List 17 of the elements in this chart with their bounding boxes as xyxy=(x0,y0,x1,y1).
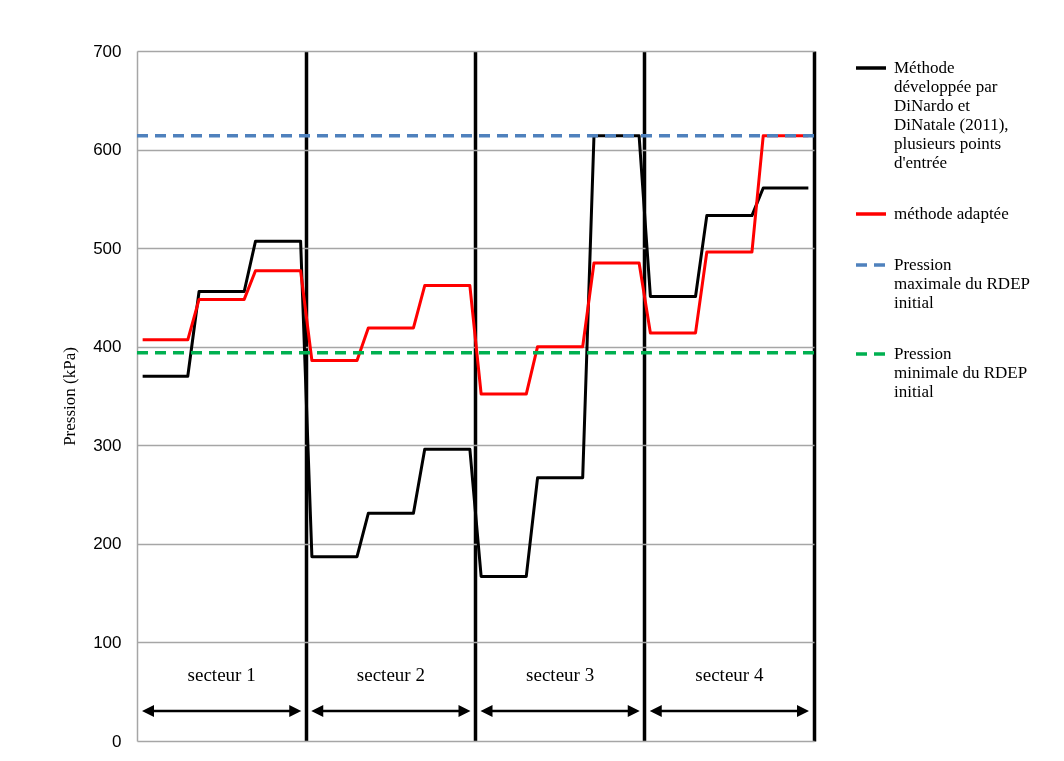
legend-label: Pression maximale du RDEP initial xyxy=(894,255,1030,312)
legend-label: méthode adaptée xyxy=(894,204,1009,223)
legend-label: Pression minimale du RDEP initial xyxy=(894,344,1028,401)
annotation: secteur 3 xyxy=(526,664,595,685)
annotation: secteur 2 xyxy=(356,664,425,685)
y-tick-label: 400 xyxy=(93,337,122,357)
y-tick-label: 200 xyxy=(93,534,122,554)
y-tick-label: 600 xyxy=(93,140,122,160)
annotation: secteur 4 xyxy=(695,664,764,685)
y-tick-label: 0 xyxy=(112,731,122,751)
legend-label: Méthode développée par DiNardo et DiNatale (2011), plusieurs points d'entrée xyxy=(894,58,1009,172)
y-tick-label: 500 xyxy=(93,238,122,258)
y-tick-label: 100 xyxy=(93,632,122,652)
annotation: secteur 1 xyxy=(187,664,256,685)
y-tick-label: 700 xyxy=(93,41,122,61)
y-tick-label: 300 xyxy=(93,435,122,455)
y-axis-title: Pression (kPa) xyxy=(60,347,80,446)
